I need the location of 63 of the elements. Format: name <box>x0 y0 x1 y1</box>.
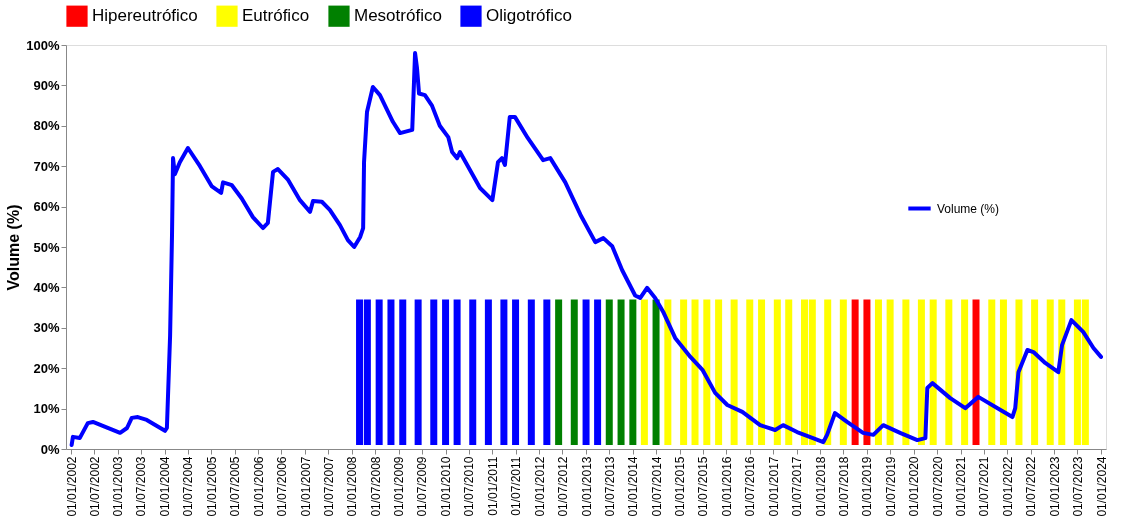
legend-label: Eutrófico <box>242 6 310 26</box>
x-tick-label: 01/01/2007 <box>298 456 313 517</box>
x-tick-label: 01/07/2009 <box>415 456 430 517</box>
x-tick-label: 01/07/2005 <box>228 456 243 517</box>
x-tick-label: 01/01/2020 <box>907 456 922 517</box>
x-tick-label: 01/01/2015 <box>673 456 688 517</box>
x-tick-label: 01/07/2003 <box>134 456 149 517</box>
x-tick-label: 01/07/2008 <box>368 456 383 517</box>
y-tick-label: 60% <box>33 199 60 215</box>
x-tick-label: 01/07/2023 <box>1070 456 1085 517</box>
x-tick-label: 01/07/2018 <box>836 456 851 517</box>
x-tick-label: 01/01/2005 <box>205 456 219 517</box>
y-tick-label: 40% <box>33 279 60 295</box>
legend-label: Hipereutrófico <box>92 6 198 26</box>
x-tick-label: 01/07/2012 <box>555 456 570 517</box>
y-tick-label: 50% <box>33 239 60 255</box>
x-tick-label: 01/01/2009 <box>392 456 407 517</box>
x-tick-label: 01/01/2010 <box>439 456 454 517</box>
y-tick-label: 70% <box>33 158 60 174</box>
x-tick-label: 01/01/2014 <box>626 456 641 517</box>
x-tick-label: 01/07/2007 <box>321 456 336 517</box>
x-tick-label: 01/01/2004 <box>158 456 173 517</box>
x-tick-label: 01/01/2018 <box>813 456 828 517</box>
x-tick-label: 01/07/2019 <box>883 456 898 517</box>
x-tick-label: 01/01/2016 <box>719 456 734 517</box>
y-axis-title: Volume (%) <box>5 204 23 291</box>
x-tick-label: 01/07/2015 <box>696 456 711 517</box>
x-tick-label: 01/07/2014 <box>649 456 664 517</box>
y-tick-label: 80% <box>33 118 60 134</box>
x-tick-label: 01/01/2003 <box>111 456 126 517</box>
x-tick-label: 01/01/2002 <box>64 456 79 517</box>
x-tick-label: 01/01/2017 <box>766 456 781 517</box>
x-tick-label: 01/01/2013 <box>579 456 594 517</box>
legend-label: Volume (%) <box>937 201 1000 216</box>
x-tick-label: 01/07/2022 <box>1024 456 1039 517</box>
x-tick-label: 01/07/2011 <box>509 456 524 516</box>
legend-label: Oligotrófico <box>486 6 572 26</box>
y-tick-label: 30% <box>33 320 60 336</box>
x-tick-label: 01/07/2006 <box>274 456 289 517</box>
y-tick-label: 0% <box>40 441 60 457</box>
x-tick-label: 01/01/2021 <box>954 456 969 517</box>
x-tick-label: 01/07/2017 <box>790 456 805 517</box>
legend-label: Mesotrófico <box>354 6 442 26</box>
x-tick-label: 01/01/2011 <box>485 456 500 516</box>
x-tick-label: 01/01/2024 <box>1094 456 1109 517</box>
x-tick-label: 01/07/2010 <box>462 456 477 517</box>
x-tick-label: 01/07/2021 <box>977 456 992 517</box>
x-tick-label: 01/01/2008 <box>345 456 360 517</box>
line-series <box>69 51 1103 447</box>
y-tick-label: 20% <box>33 360 60 376</box>
x-tick-label: 01/01/2022 <box>1000 456 1015 517</box>
x-tick-label: 01/07/2004 <box>181 456 196 517</box>
y-tick-label: 90% <box>33 77 60 93</box>
x-tick-label: 01/01/2019 <box>860 456 875 517</box>
y-tick-label: 10% <box>33 401 60 417</box>
x-tick-label: 01/01/2006 <box>251 456 266 517</box>
x-tick-label: 01/07/2016 <box>743 456 758 517</box>
x-tick-label: 01/07/2013 <box>602 456 617 517</box>
x-tick-label: 01/07/2002 <box>87 456 102 517</box>
x-tick-label: 01/01/2012 <box>532 456 547 517</box>
x-tick-label: 01/07/2020 <box>930 456 945 517</box>
x-tick-label: 01/01/2023 <box>1047 456 1062 517</box>
y-tick-label: 100% <box>26 37 60 53</box>
